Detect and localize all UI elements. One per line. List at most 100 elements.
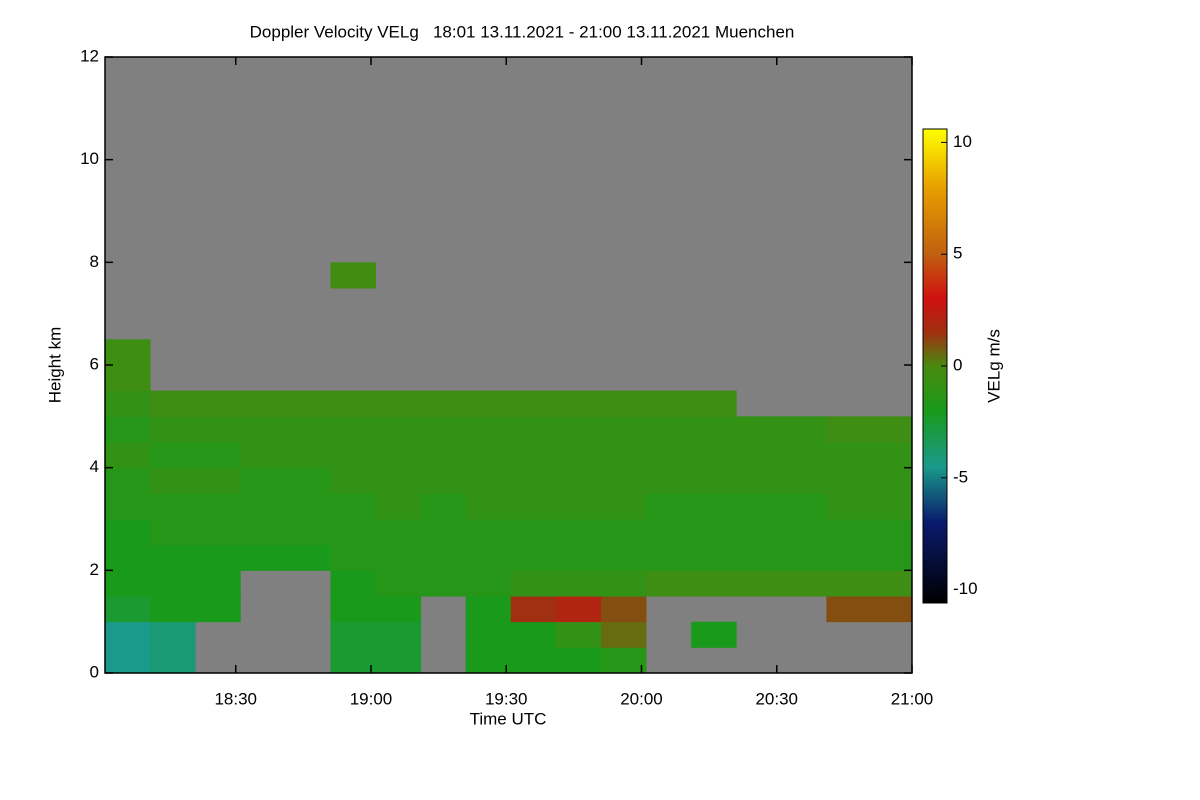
heatmap-cell bbox=[600, 390, 647, 417]
heatmap-cell bbox=[781, 442, 827, 469]
chart-title: Doppler Velocity VELg 18:01 13.11.2021 -… bbox=[250, 22, 795, 41]
heatmap-cell bbox=[375, 416, 422, 443]
heatmap-cell bbox=[285, 544, 331, 571]
heatmap-cell bbox=[420, 442, 467, 469]
heatmap-cell bbox=[600, 621, 647, 648]
y-tick-label: 6 bbox=[90, 354, 99, 373]
heatmap-cell bbox=[150, 621, 196, 648]
heatmap-cell bbox=[240, 544, 286, 571]
heatmap-cell bbox=[555, 519, 602, 546]
heatmap-cell bbox=[736, 493, 782, 520]
heatmap-cell bbox=[375, 544, 422, 571]
heatmap-cell bbox=[375, 390, 422, 417]
heatmap-cell bbox=[871, 416, 912, 443]
heatmap-cell bbox=[150, 493, 196, 520]
heatmap-cell bbox=[105, 365, 151, 392]
heatmap-cell bbox=[105, 647, 151, 673]
heatmap-cell bbox=[555, 390, 602, 417]
heatmap-cell bbox=[465, 519, 512, 546]
heatmap-cell bbox=[736, 467, 782, 494]
heatmap-cell bbox=[105, 467, 151, 494]
heatmap-cell bbox=[465, 467, 512, 494]
heatmap-cell bbox=[871, 467, 912, 494]
heatmap-cell bbox=[375, 442, 422, 469]
heatmap-cell bbox=[691, 467, 737, 494]
heatmap-cell bbox=[285, 416, 331, 443]
heatmap-cell bbox=[195, 493, 241, 520]
heatmap-cell bbox=[555, 416, 602, 443]
x-tick-label: 19:00 bbox=[350, 689, 393, 708]
heatmap-cell bbox=[555, 467, 602, 494]
heatmap-cell bbox=[330, 596, 377, 623]
heatmap-cell bbox=[600, 442, 647, 469]
heatmap-cell bbox=[195, 544, 241, 571]
heatmap-cell bbox=[105, 442, 151, 469]
heatmap-cell bbox=[465, 493, 512, 520]
heatmap-cell bbox=[105, 493, 151, 520]
heatmap-cell bbox=[510, 442, 557, 469]
x-axis-label: Time UTC bbox=[470, 709, 547, 728]
heatmap-cell bbox=[150, 390, 196, 417]
heatmap-cell bbox=[646, 416, 692, 443]
heatmap-cell bbox=[736, 519, 782, 546]
heatmap-cell bbox=[420, 570, 467, 597]
heatmap-cell bbox=[150, 519, 196, 546]
heatmap-cell bbox=[240, 442, 286, 469]
heatmap-cell bbox=[781, 416, 827, 443]
heatmap-cell bbox=[150, 442, 196, 469]
heatmap-cell bbox=[600, 416, 647, 443]
heatmap-cell bbox=[736, 442, 782, 469]
heatmap-cell bbox=[826, 467, 872, 494]
heatmap-cell bbox=[646, 442, 692, 469]
heatmap-cell bbox=[510, 570, 557, 597]
heatmap-cell bbox=[646, 570, 692, 597]
heatmap-cell bbox=[691, 390, 737, 417]
heatmap-cell bbox=[105, 621, 151, 648]
y-tick-label: 4 bbox=[90, 457, 99, 476]
heatmap-cell bbox=[646, 519, 692, 546]
y-axis-label: Height km bbox=[45, 327, 64, 404]
heatmap-cell bbox=[781, 519, 827, 546]
colorbar-label: VELg m/s bbox=[984, 329, 1003, 403]
heatmap-cell bbox=[871, 493, 912, 520]
heatmap-cell bbox=[781, 570, 827, 597]
heatmap-cell bbox=[555, 570, 602, 597]
heatmap-cell bbox=[375, 519, 422, 546]
heatmap-cell bbox=[555, 596, 602, 623]
heatmap-cell bbox=[510, 544, 557, 571]
colorbar-tick-label: 0 bbox=[953, 355, 962, 374]
heatmap-cell bbox=[375, 647, 422, 673]
heatmap-cell bbox=[105, 519, 151, 546]
heatmap-cell bbox=[736, 416, 782, 443]
heatmap-cell bbox=[871, 519, 912, 546]
heatmap-cell bbox=[646, 390, 692, 417]
heatmap-cell bbox=[691, 570, 737, 597]
heatmap-cell bbox=[150, 570, 196, 597]
heatmap-cell bbox=[826, 416, 872, 443]
colorbar-tick-label: 5 bbox=[953, 244, 962, 263]
heatmap-cell bbox=[646, 493, 692, 520]
heatmap-cell bbox=[736, 570, 782, 597]
heatmap-cell bbox=[691, 493, 737, 520]
heatmap-cell bbox=[600, 467, 647, 494]
heatmap-cell bbox=[195, 570, 241, 597]
heatmap-cell bbox=[150, 596, 196, 623]
heatmap-cell bbox=[465, 544, 512, 571]
heatmap-cell bbox=[330, 390, 377, 417]
heatmap-cell bbox=[105, 390, 151, 417]
heatmap-cell bbox=[781, 467, 827, 494]
heatmap-cell bbox=[150, 544, 196, 571]
heatmap-cell bbox=[375, 467, 422, 494]
colorbar-tick-label: -5 bbox=[953, 467, 968, 486]
heatmap-cell bbox=[285, 390, 331, 417]
heatmap-cell bbox=[871, 570, 912, 597]
heatmap-cell bbox=[826, 596, 872, 623]
heatmap-cell bbox=[465, 442, 512, 469]
heatmap-cell bbox=[555, 647, 602, 673]
heatmap-cell bbox=[826, 570, 872, 597]
heatmap-cell bbox=[871, 544, 912, 571]
heatmap-cell bbox=[691, 621, 737, 648]
heatmap-cell bbox=[600, 647, 647, 673]
heatmap-cell bbox=[105, 596, 151, 623]
heatmap-cell bbox=[691, 519, 737, 546]
